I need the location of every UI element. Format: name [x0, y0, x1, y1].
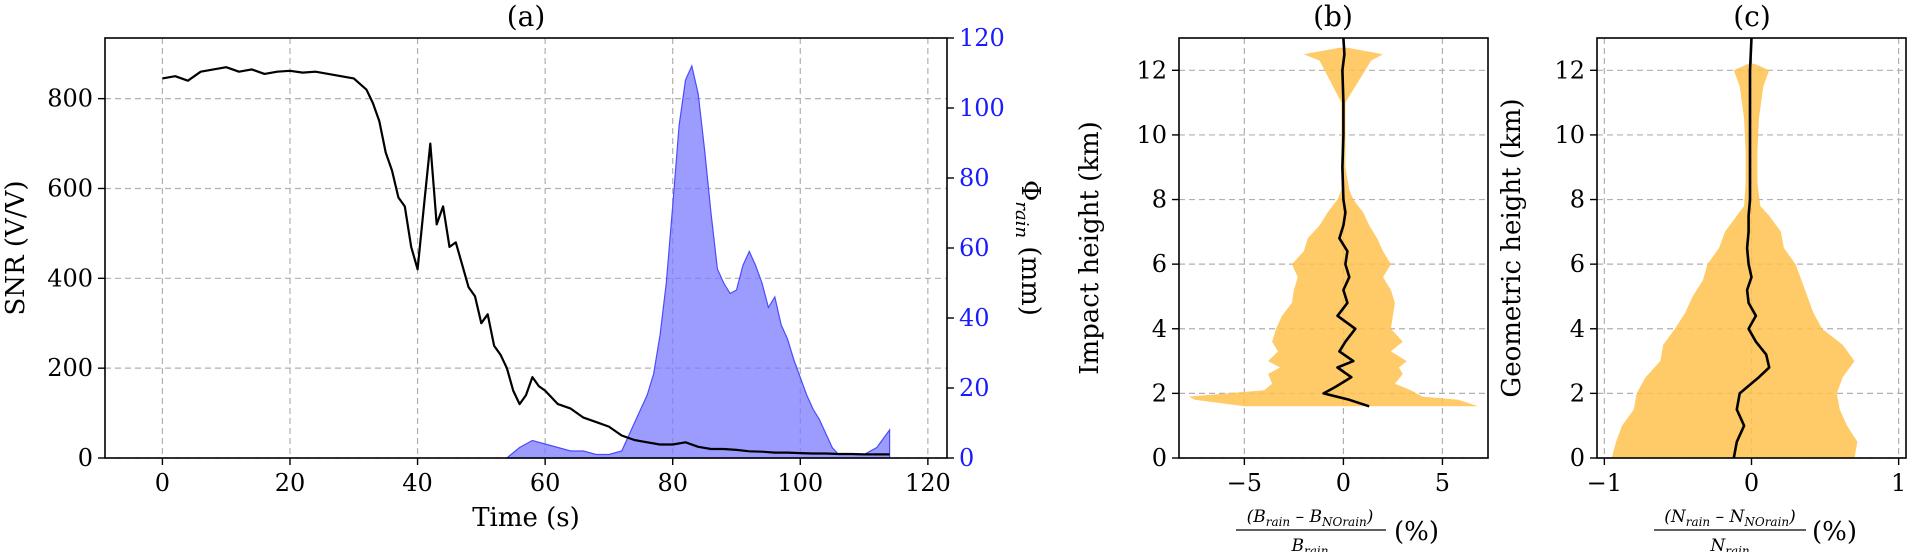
panel-b-y-label: Impact height (km) [1075, 121, 1105, 375]
right-tick-label: 40 [959, 304, 990, 332]
panel-b-x-ticks: −5 0 5 [1227, 458, 1450, 497]
panel-c-x-ticks: −1 0 1 [1587, 458, 1906, 497]
panel-c-x-label: (Nrain – NNOrain) Nrain (%) [1654, 507, 1857, 552]
panel-b-title: (b) [1313, 0, 1353, 33]
x-tick-label: 60 [530, 469, 561, 497]
right-tick-label: 60 [959, 234, 990, 262]
panel-c-y-label: Geometric height (km) [1497, 98, 1527, 397]
panel-b: −5 0 5 0 2 4 6 8 10 12 (b) Impact height (km) (B… [1075, 0, 1489, 552]
x-tick-label: −5 [1227, 469, 1262, 497]
panel-b-spread-band [1188, 47, 1479, 407]
y-tick-label: 12 [1554, 56, 1585, 84]
x-tick-label: 40 [402, 469, 433, 497]
x-tick-label: 0 [1336, 469, 1351, 497]
right-tick-label: 120 [959, 24, 1005, 52]
x-tick-label: 100 [777, 469, 823, 497]
panel-a-y-label: SNR (V/V) [1, 180, 31, 315]
panel-c-x-label-denominator: Nrain [1709, 536, 1749, 552]
panel-c-x-label-numerator: (Nrain – NNOrain) [1664, 507, 1796, 529]
panel-a-right-ticks: 0 20 40 60 80 100 120 [947, 24, 1005, 472]
panel-c-y-ticks: 0 2 4 6 8 10 12 [1554, 56, 1597, 472]
y-tick-label: 200 [47, 354, 93, 382]
panel-a-right-y-label: Φrain (mm) [1011, 180, 1045, 316]
right-tick-label: 100 [959, 94, 1005, 122]
y-tick-label: 600 [47, 174, 93, 202]
panel-b-y-ticks: 0 2 4 6 8 10 12 [1136, 56, 1179, 472]
panel-c-spread-band [1611, 63, 1858, 459]
x-tick-label: 80 [657, 469, 688, 497]
spread-band-area [1611, 63, 1858, 459]
right-tick-label: 80 [959, 164, 990, 192]
mean-profile-line [1732, 37, 1771, 459]
rain-series-area [506, 64, 891, 459]
snr-series-layer [162, 66, 890, 456]
y-tick-label: 10 [1554, 121, 1585, 149]
y-tick-label: 2 [1152, 379, 1167, 407]
panel-c-x-label-unit: (%) [1812, 517, 1857, 547]
panel-c-mean-line [1732, 37, 1771, 459]
spread-band-area [1188, 47, 1479, 407]
panel-b-x-label-denominator: Brain [1291, 536, 1329, 552]
panel-c-title: (c) [1733, 0, 1771, 33]
y-tick-label: 6 [1152, 250, 1167, 278]
right-tick-label: 20 [959, 374, 990, 402]
panel-a-y-ticks: 0 200 400 600 800 [47, 85, 105, 472]
y-tick-label: 2 [1570, 379, 1585, 407]
y-tick-label: 0 [1570, 444, 1585, 472]
y-tick-label: 10 [1136, 121, 1167, 149]
right-tick-label: 0 [959, 444, 974, 472]
y-tick-label: 4 [1570, 315, 1585, 343]
x-tick-label: 5 [1435, 469, 1450, 497]
x-tick-label: 20 [275, 469, 306, 497]
y-tick-label: 8 [1152, 186, 1167, 214]
panel-a-title: (a) [507, 0, 546, 33]
rain-series-layer [506, 64, 891, 459]
y-tick-label: 0 [1152, 444, 1167, 472]
x-tick-label: 0 [155, 469, 170, 497]
panel-b-x-label-numerator: (Brain – BNOrain) [1247, 507, 1374, 529]
panel-b-x-label-unit: (%) [1394, 517, 1439, 547]
mean-profile-line [1322, 37, 1370, 408]
y-tick-label: 4 [1152, 315, 1167, 343]
y-tick-label: 0 [78, 444, 93, 472]
panel-a: 0 20 40 60 80 100 120 0 200 400 600 800 0 20 40 60 80 1… [1, 0, 1045, 533]
y-tick-label: 400 [47, 264, 93, 292]
panel-b-frame [1178, 37, 1489, 459]
panel-b-mean-line [1322, 37, 1370, 408]
panel-a-x-ticks: 0 20 40 60 80 100 120 [155, 458, 951, 497]
x-tick-label: 0 [1744, 469, 1759, 497]
panel-b-x-label: (Brain – BNOrain) Brain (%) [1236, 507, 1439, 552]
snr-series-line [162, 66, 890, 456]
y-tick-label: 8 [1570, 186, 1585, 214]
x-tick-label: −1 [1587, 469, 1622, 497]
panel-a-x-label: Time (s) [472, 503, 580, 533]
x-tick-label: 120 [905, 469, 951, 497]
y-tick-label: 800 [47, 85, 93, 113]
y-tick-label: 12 [1136, 56, 1167, 84]
y-tick-label: 6 [1570, 250, 1585, 278]
x-tick-label: 1 [1891, 469, 1906, 497]
